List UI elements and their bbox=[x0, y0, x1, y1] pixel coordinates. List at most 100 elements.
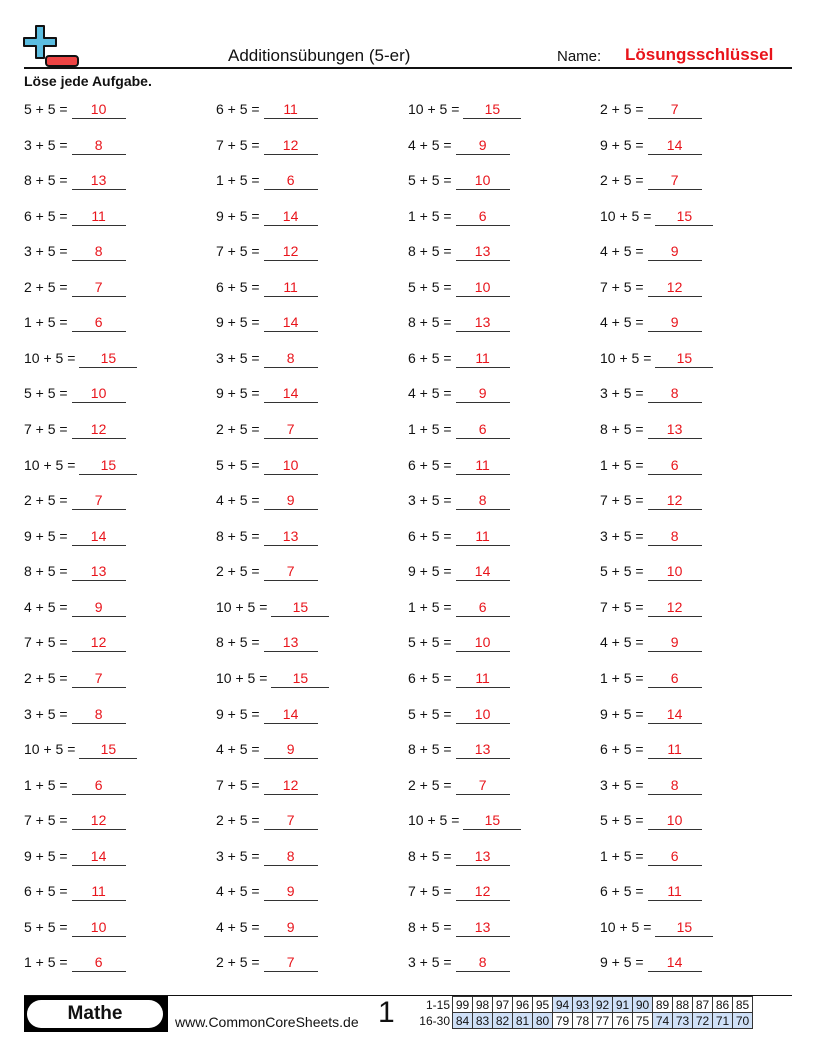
answer-field[interactable]: 8 bbox=[647, 528, 702, 546]
answer-field[interactable]: 7 bbox=[263, 421, 318, 440]
answer-field[interactable]: 13 bbox=[647, 421, 702, 440]
answer-field[interactable]: 10 bbox=[263, 457, 318, 475]
answer-field[interactable]: 6 bbox=[455, 421, 510, 440]
answer-field[interactable]: 11 bbox=[455, 350, 510, 368]
answer-field[interactable]: 9 bbox=[263, 492, 318, 511]
answer-field[interactable]: 6 bbox=[71, 314, 126, 333]
answer-field[interactable]: 6 bbox=[71, 777, 126, 795]
answer-field[interactable]: 6 bbox=[455, 599, 510, 617]
answer-field[interactable]: 7 bbox=[263, 954, 318, 973]
answer-field[interactable]: 7 bbox=[71, 492, 126, 511]
answer-field[interactable]: 10 bbox=[455, 172, 510, 191]
answer-field[interactable]: 11 bbox=[647, 883, 702, 902]
answer-field[interactable]: 6 bbox=[263, 172, 318, 191]
answer-field[interactable]: 7 bbox=[455, 777, 510, 795]
answer-field[interactable]: 11 bbox=[455, 670, 510, 688]
answer-field[interactable]: 13 bbox=[71, 172, 126, 191]
answer-field[interactable]: 6 bbox=[647, 457, 702, 475]
answer-field[interactable]: 15 bbox=[79, 350, 138, 368]
answer-field[interactable]: 12 bbox=[647, 599, 702, 617]
answer-field[interactable]: 13 bbox=[71, 563, 126, 582]
answer-field[interactable]: 12 bbox=[263, 777, 318, 795]
answer-field[interactable]: 12 bbox=[263, 137, 318, 155]
answer-field[interactable]: 11 bbox=[647, 741, 702, 760]
answer-field[interactable]: 15 bbox=[79, 457, 138, 475]
answer-field[interactable]: 12 bbox=[71, 812, 126, 831]
answer-field[interactable]: 7 bbox=[647, 101, 702, 119]
answer-field[interactable]: 13 bbox=[455, 741, 510, 760]
answer-field[interactable]: 10 bbox=[71, 101, 126, 119]
answer-field[interactable]: 11 bbox=[455, 528, 510, 546]
answer-field[interactable]: 12 bbox=[455, 883, 510, 902]
answer-field[interactable]: 7 bbox=[263, 563, 318, 582]
answer-field[interactable]: 9 bbox=[455, 385, 510, 404]
answer-field[interactable]: 10 bbox=[455, 706, 510, 724]
answer-field[interactable]: 9 bbox=[647, 314, 702, 333]
answer-field[interactable]: 8 bbox=[647, 777, 702, 795]
answer-field[interactable]: 12 bbox=[71, 634, 126, 653]
answer-field[interactable]: 10 bbox=[647, 812, 702, 831]
answer-field[interactable]: 9 bbox=[647, 243, 702, 262]
answer-field[interactable]: 11 bbox=[71, 208, 126, 226]
answer-field[interactable]: 12 bbox=[647, 279, 702, 297]
answer-field[interactable]: 14 bbox=[647, 137, 702, 155]
answer-field[interactable]: 13 bbox=[455, 848, 510, 866]
answer-field[interactable]: 7 bbox=[71, 279, 126, 297]
answer-field[interactable]: 7 bbox=[647, 172, 702, 191]
answer-field[interactable]: 7 bbox=[263, 812, 318, 831]
answer-field[interactable]: 15 bbox=[655, 350, 714, 368]
website-link[interactable]: www.CommonCoreSheets.de bbox=[175, 1014, 359, 1030]
answer-field[interactable]: 14 bbox=[263, 706, 318, 724]
answer-field[interactable]: 15 bbox=[655, 919, 714, 937]
answer-field[interactable]: 8 bbox=[263, 848, 318, 866]
answer-field[interactable]: 14 bbox=[263, 208, 318, 226]
answer-field[interactable]: 14 bbox=[263, 314, 318, 333]
answer-field[interactable]: 6 bbox=[455, 208, 510, 226]
answer-field[interactable]: 11 bbox=[263, 279, 318, 297]
answer-field[interactable]: 13 bbox=[455, 919, 510, 937]
answer-field[interactable]: 8 bbox=[71, 137, 126, 155]
answer-field[interactable]: 10 bbox=[71, 385, 126, 404]
answer-field[interactable]: 11 bbox=[455, 457, 510, 475]
answer-field[interactable]: 6 bbox=[71, 954, 126, 973]
answer-field[interactable]: 8 bbox=[263, 350, 318, 368]
answer-field[interactable]: 9 bbox=[455, 137, 510, 155]
answer-field[interactable]: 11 bbox=[263, 101, 318, 119]
answer-field[interactable]: 8 bbox=[455, 954, 510, 973]
answer-field[interactable]: 10 bbox=[71, 919, 126, 937]
answer-field[interactable]: 10 bbox=[455, 279, 510, 297]
answer-field[interactable]: 15 bbox=[463, 101, 522, 119]
answer-field[interactable]: 12 bbox=[647, 492, 702, 511]
answer-field[interactable]: 10 bbox=[647, 563, 702, 582]
answer-field[interactable]: 9 bbox=[263, 883, 318, 902]
answer-field[interactable]: 11 bbox=[71, 883, 126, 902]
answer-field[interactable]: 15 bbox=[79, 741, 138, 760]
answer-field[interactable]: 14 bbox=[263, 385, 318, 404]
answer-field[interactable]: 6 bbox=[647, 848, 702, 866]
answer-field[interactable]: 9 bbox=[71, 599, 126, 617]
answer-field[interactable]: 8 bbox=[71, 706, 126, 724]
answer-field[interactable]: 9 bbox=[263, 919, 318, 937]
answer-field[interactable]: 15 bbox=[271, 599, 330, 617]
answer-field[interactable]: 13 bbox=[455, 314, 510, 333]
answer-field[interactable]: 14 bbox=[71, 528, 126, 546]
answer-field[interactable]: 13 bbox=[455, 243, 510, 262]
answer-field[interactable]: 8 bbox=[455, 492, 510, 511]
answer-field[interactable]: 13 bbox=[263, 634, 318, 653]
answer-field[interactable]: 14 bbox=[647, 706, 702, 724]
answer-field[interactable]: 9 bbox=[263, 741, 318, 760]
answer-field[interactable]: 14 bbox=[71, 848, 126, 866]
answer-field[interactable]: 8 bbox=[647, 385, 702, 404]
answer-field[interactable]: 15 bbox=[463, 812, 522, 831]
answer-field[interactable]: 6 bbox=[647, 670, 702, 688]
answer-field[interactable]: 7 bbox=[71, 670, 126, 688]
answer-field[interactable]: 12 bbox=[263, 243, 318, 262]
answer-field[interactable]: 15 bbox=[271, 670, 330, 688]
answer-field[interactable]: 14 bbox=[455, 563, 510, 582]
answer-field[interactable]: 9 bbox=[647, 634, 702, 653]
answer-field[interactable]: 13 bbox=[263, 528, 318, 546]
answer-field[interactable]: 12 bbox=[71, 421, 126, 440]
answer-field[interactable]: 14 bbox=[647, 954, 702, 973]
answer-field[interactable]: 8 bbox=[71, 243, 126, 262]
answer-field[interactable]: 10 bbox=[455, 634, 510, 653]
